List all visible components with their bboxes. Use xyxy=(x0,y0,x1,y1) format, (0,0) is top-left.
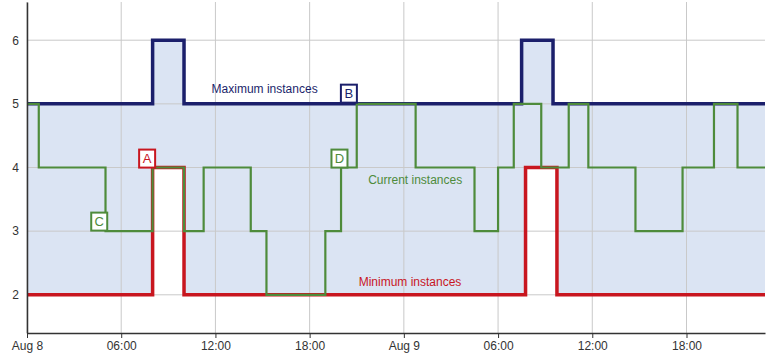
x-axis: Aug 8 06:00 12:00 18:00 Aug 9 06:00 12:00 18:00 xyxy=(12,333,766,353)
plot-marks xyxy=(27,40,765,295)
tick-label: 06:00 xyxy=(107,339,137,353)
grid-line xyxy=(27,167,765,168)
tick: 2 xyxy=(12,288,27,302)
range-fill xyxy=(27,40,765,295)
series-label: Maximum instances xyxy=(212,82,318,96)
annotation-box xyxy=(139,150,155,168)
tick: 12:00 xyxy=(578,333,608,353)
tick-label: 5 xyxy=(12,97,19,111)
annotation-box xyxy=(91,213,107,231)
tick-label: Aug 8 xyxy=(12,339,44,353)
tick: 12:00 xyxy=(201,333,231,353)
plot-background xyxy=(27,2,765,333)
grid xyxy=(27,2,765,333)
axis-line xyxy=(28,333,766,335)
series-line xyxy=(27,104,765,295)
tick-label: Aug 9 xyxy=(389,339,421,353)
tick: 4 xyxy=(12,161,27,175)
annotations: A B C D xyxy=(91,85,357,231)
grid-line xyxy=(27,40,765,41)
tick-mark xyxy=(686,333,687,338)
tick-mark xyxy=(27,333,28,338)
tick-mark xyxy=(404,333,405,338)
tick: Aug 8 xyxy=(12,333,44,353)
grid-line xyxy=(27,2,28,333)
annotation: C xyxy=(95,214,104,229)
annotation-box xyxy=(331,150,347,168)
tick: 3 xyxy=(12,224,27,238)
tick-mark xyxy=(121,333,122,338)
tick: 18:00 xyxy=(295,333,325,353)
tick-mark xyxy=(310,333,311,338)
tick: Aug 9 xyxy=(389,333,421,353)
tick: 5 xyxy=(12,97,27,111)
annotation: D xyxy=(335,151,344,166)
y-axis: 2 3 4 5 6 xyxy=(12,3,27,334)
axis-line xyxy=(27,3,29,334)
tick-label: 3 xyxy=(12,224,19,238)
tick-label: 2 xyxy=(12,288,19,302)
tick-mark xyxy=(498,333,499,338)
tick: 06:00 xyxy=(484,333,514,353)
series-labels: Maximum instances Minimum instances Curren… xyxy=(212,82,463,289)
tick-label: 18:00 xyxy=(672,339,702,353)
tick: 18:00 xyxy=(672,333,702,353)
series-line xyxy=(27,40,765,104)
tick-mark xyxy=(215,333,216,338)
tick-label: 18:00 xyxy=(295,339,325,353)
tick-label: 06:00 xyxy=(484,339,514,353)
tick-label: 12:00 xyxy=(201,339,231,353)
series-label: Current instances xyxy=(368,173,462,187)
chart: Aug 8 06:00 12:00 18:00 Aug 9 06:00 12:00 18:00… xyxy=(0,0,768,360)
annotation: A xyxy=(143,151,152,166)
tick-label: 12:00 xyxy=(578,339,608,353)
tick: 06:00 xyxy=(107,333,137,353)
tick-label: 6 xyxy=(12,34,19,48)
series-label: Minimum instances xyxy=(359,275,462,289)
annotation-box xyxy=(341,85,357,103)
series-lines xyxy=(27,40,765,295)
tick-label: 4 xyxy=(12,161,19,175)
annotation: B xyxy=(345,86,354,101)
tick: 6 xyxy=(12,34,27,48)
tick-mark xyxy=(592,333,593,338)
